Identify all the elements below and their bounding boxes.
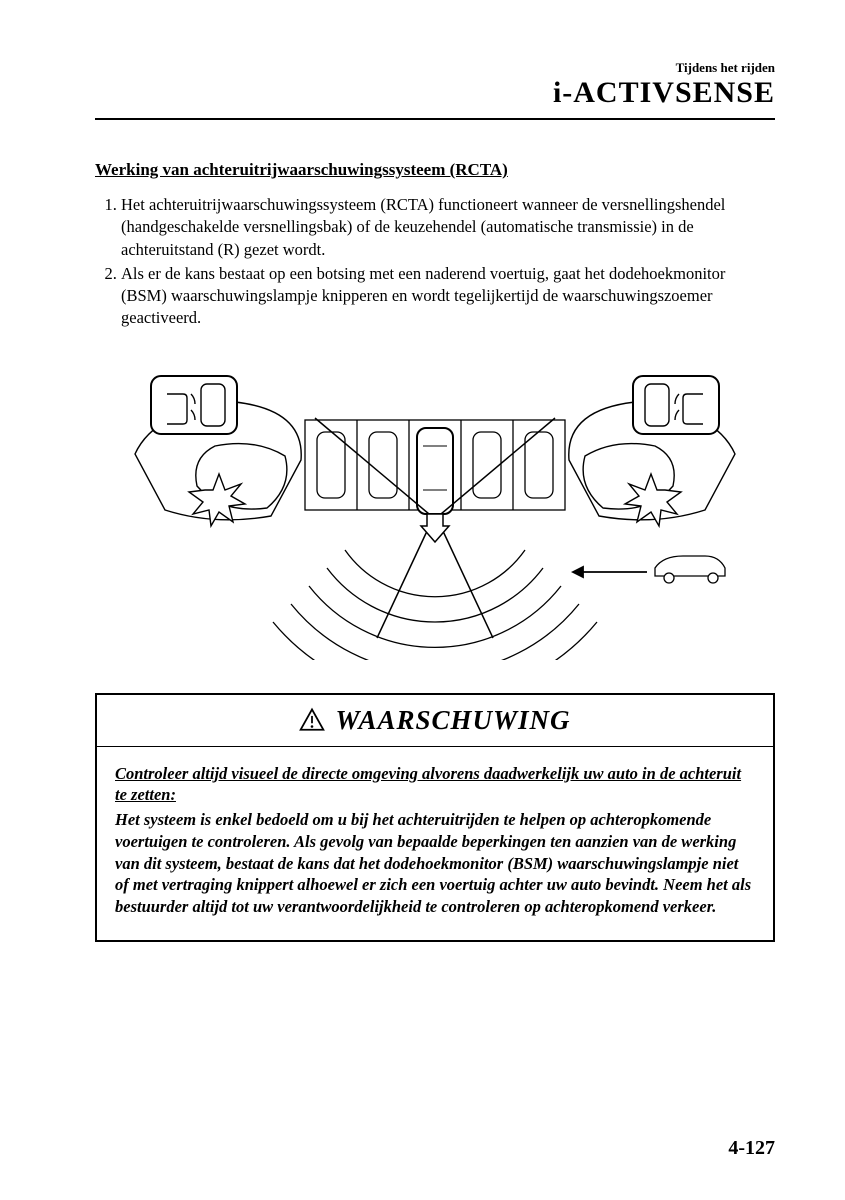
warning-body: Controleer altijd visueel de directe omg… [97,747,773,940]
warning-lead: Controleer altijd visueel de directe omg… [115,763,755,807]
section-title: Werking van achteruitrijwaarschuwingssys… [95,160,775,180]
warning-text: Het systeem is enkel bedoeld om u bij he… [115,809,755,918]
warning-box: WAARSCHUWING Controleer altijd visueel d… [95,693,775,942]
warning-title: WAARSCHUWING [335,705,570,736]
rcta-diagram [95,350,775,665]
page-number: 4-127 [728,1137,775,1160]
diagram-svg [95,350,775,660]
header-divider [95,118,775,120]
header-chapter: Tijdens het rijden [95,60,775,76]
instruction-list: Het achteruitrijwaarschuwingssysteem (RC… [95,194,775,330]
page-header: Tijdens het rijden i-ACTIVSENSE [95,60,775,110]
list-item: Als er de kans bestaat op een botsing me… [121,263,775,330]
header-title: i-ACTIVSENSE [95,76,775,110]
list-item: Het achteruitrijwaarschuwingssysteem (RC… [121,194,775,261]
warning-header: WAARSCHUWING [97,695,773,747]
warning-icon [299,707,325,733]
